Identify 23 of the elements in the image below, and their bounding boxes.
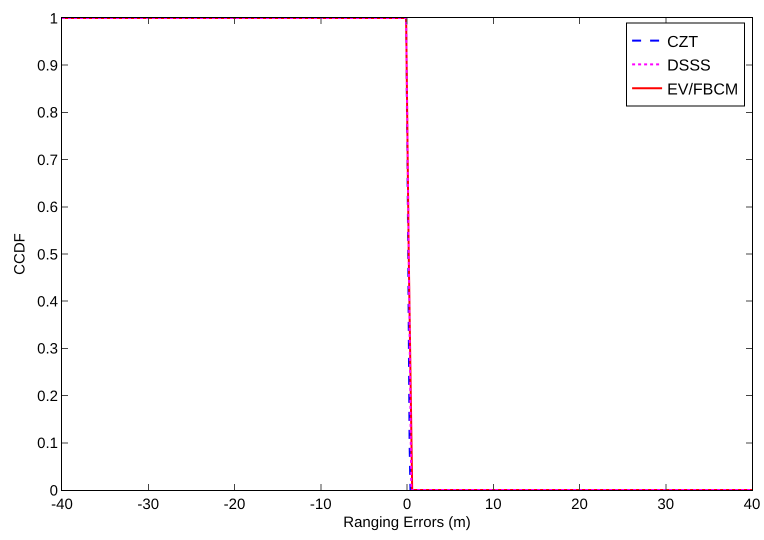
- x-tick-label: 40: [744, 496, 760, 513]
- y-tick-label: 0.6: [37, 199, 58, 216]
- x-tick-label: -20: [224, 496, 246, 513]
- x-tick-label: 0: [402, 496, 412, 513]
- y-tick-label: 1: [50, 10, 58, 28]
- x-tick-label: 20: [571, 496, 588, 513]
- y-tick-label: 0.8: [37, 104, 58, 122]
- legend-label: CZT: [667, 34, 698, 51]
- x-axis-title: Ranging Errors (m): [343, 514, 471, 531]
- legend-label: EV/FBCM: [667, 81, 738, 98]
- y-tick-label: 0.4: [37, 293, 58, 310]
- x-tick-label: -10: [310, 496, 332, 513]
- y-tick-label: 0.2: [37, 388, 58, 405]
- y-tick-label: 0.5: [37, 246, 58, 264]
- y-tick-label: 0.9: [37, 57, 58, 74]
- legend-label: DSSS: [667, 58, 711, 75]
- y-tick-label: 0.7: [37, 152, 58, 169]
- y-tick-label: 0.1: [37, 435, 58, 452]
- x-tick-label: 10: [484, 496, 502, 513]
- x-tick-label: 30: [657, 496, 674, 513]
- y-tick-label: 0.3: [37, 340, 58, 358]
- x-tick-label: -30: [137, 496, 160, 513]
- y-axis-title: CCDF: [11, 233, 28, 275]
